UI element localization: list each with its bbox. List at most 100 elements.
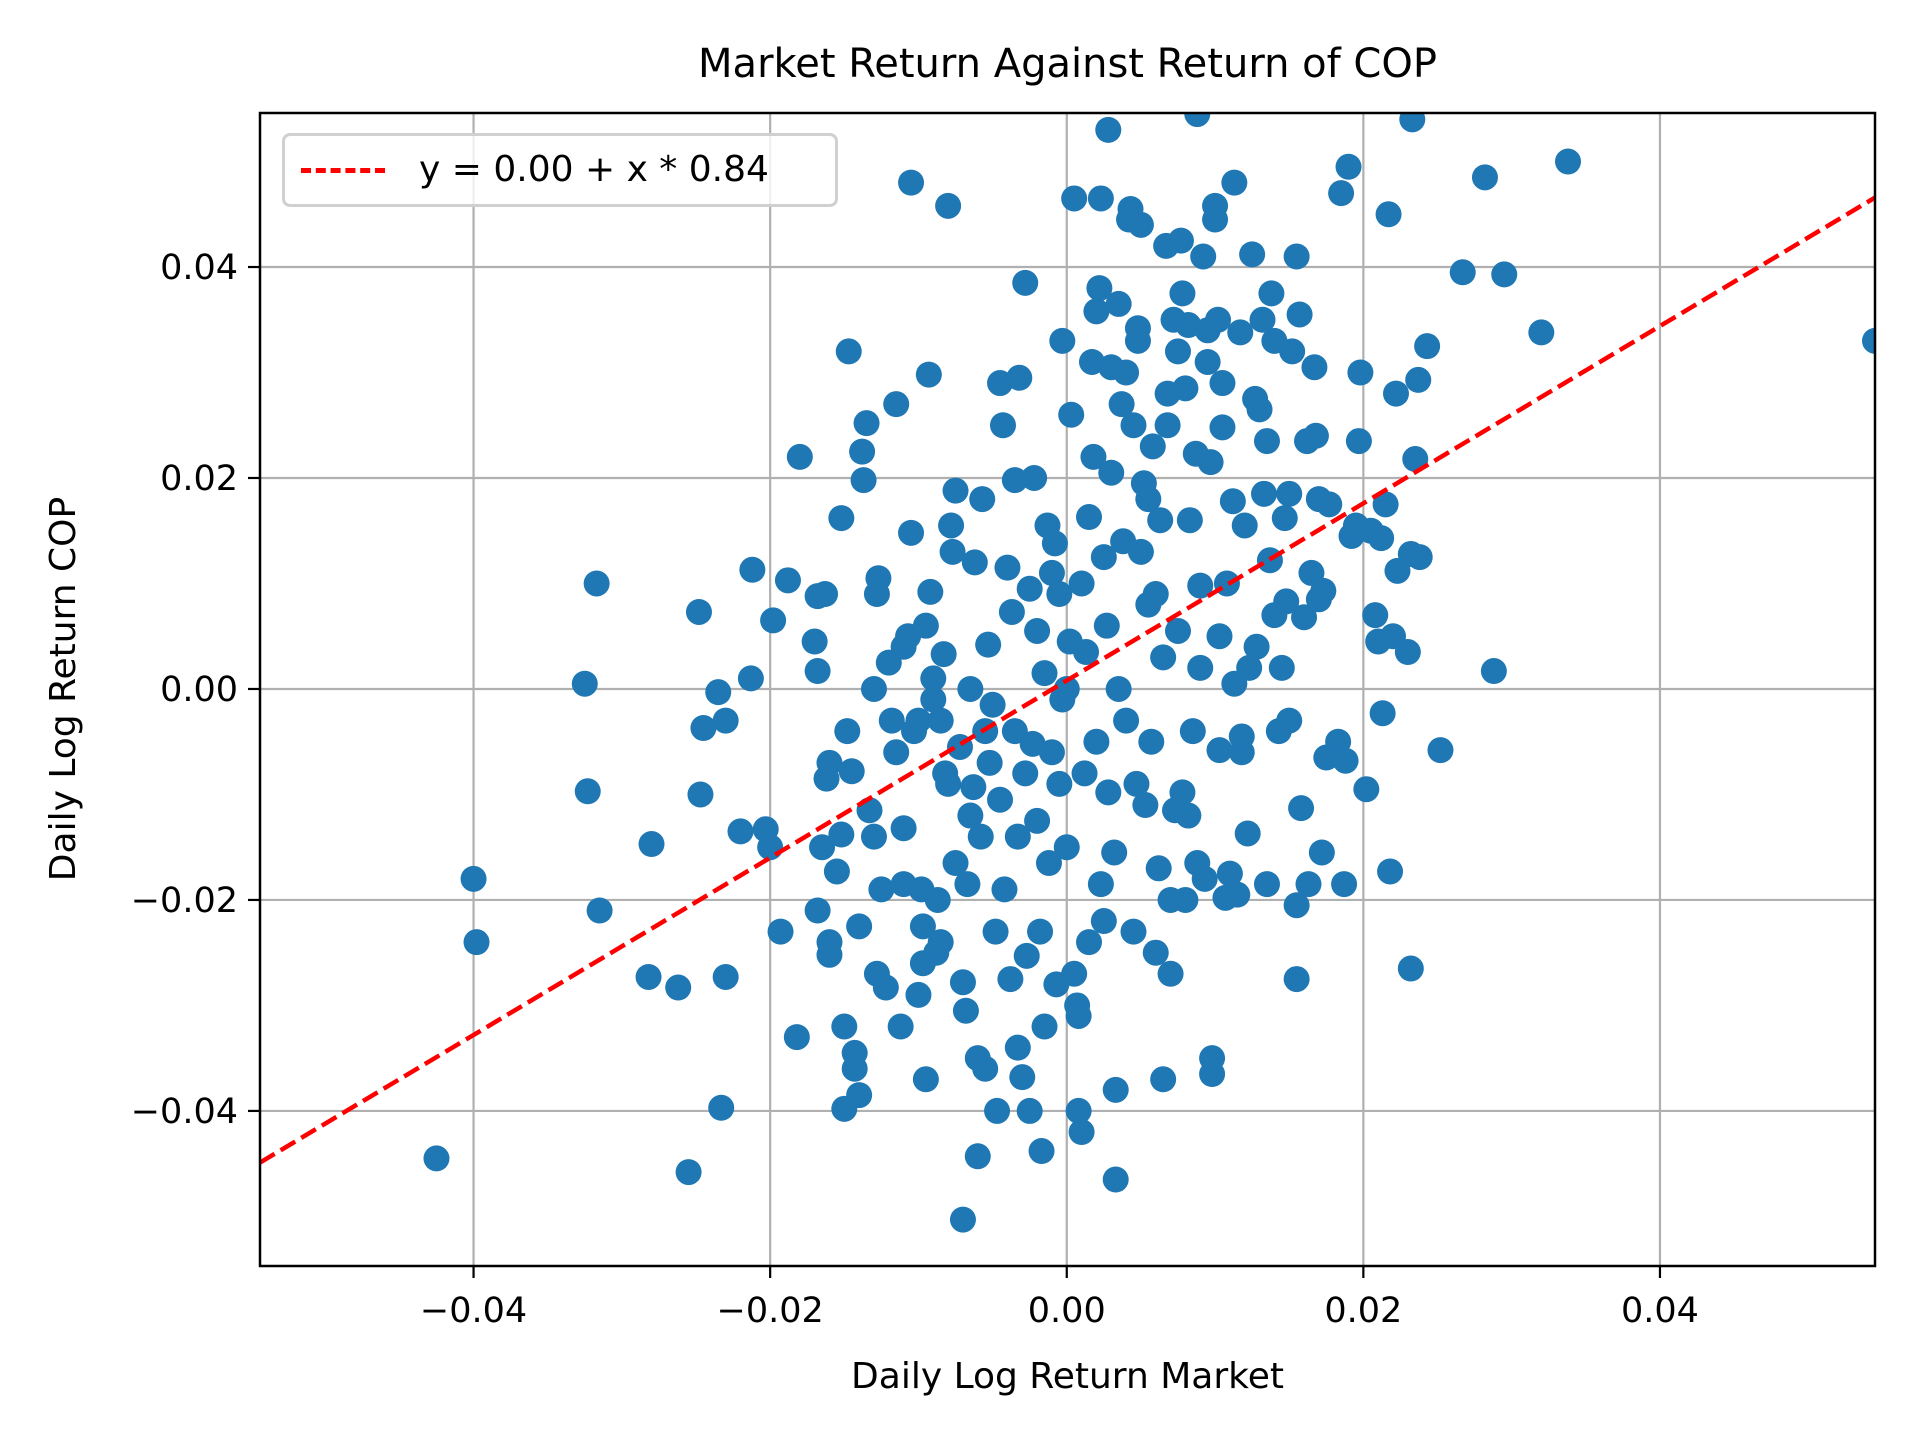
data-point (1061, 960, 1088, 987)
data-point (1038, 559, 1065, 586)
data-point (1197, 449, 1224, 476)
data-point (1028, 1138, 1055, 1165)
data-point (1187, 572, 1214, 599)
data-point (1224, 881, 1251, 908)
data-point (1216, 860, 1243, 887)
data-point (1138, 728, 1165, 755)
y-axis-ticks: −0.04 −0.02 0.00 0.02 0.04 (131, 248, 260, 1132)
data-point (1095, 116, 1122, 143)
data-point (1035, 850, 1062, 877)
data-point (1227, 319, 1254, 346)
data-point (712, 707, 739, 734)
data-point (1239, 241, 1266, 268)
data-point (1046, 581, 1073, 608)
data-point (804, 897, 831, 924)
data-point (1190, 243, 1217, 270)
data-point (812, 581, 839, 608)
data-point (949, 1206, 976, 1233)
y-tick-label: 0.04 (160, 248, 238, 288)
data-point (1012, 760, 1039, 787)
data-point (1176, 507, 1203, 534)
data-point (915, 361, 942, 388)
data-point (1191, 865, 1218, 892)
data-point (1427, 737, 1454, 764)
data-point (1862, 327, 1875, 354)
data-point (1090, 544, 1117, 571)
data-point (1271, 505, 1298, 532)
data-point (1102, 1076, 1129, 1103)
data-point (1308, 839, 1335, 866)
data-point (927, 929, 954, 956)
data-point (801, 628, 828, 655)
data-point (1316, 491, 1343, 518)
data-point (1024, 807, 1051, 834)
data-point (1009, 1064, 1036, 1091)
data-point (1179, 718, 1206, 745)
data-point (1135, 486, 1162, 513)
data-point (984, 1097, 1011, 1124)
data-point (1243, 633, 1270, 660)
data-point (1253, 871, 1280, 898)
y-tick-label: 0.02 (160, 459, 238, 499)
data-point (1108, 391, 1135, 418)
data-point (1031, 1013, 1058, 1040)
x-axis-ticks: −0.04 −0.02 0.00 0.02 0.04 (420, 1266, 1699, 1331)
data-point (1405, 366, 1432, 393)
data-point (1283, 966, 1310, 993)
data-point (967, 823, 994, 850)
data-point (853, 410, 880, 437)
data-point (1164, 338, 1191, 365)
data-point (690, 715, 717, 742)
data-point (1021, 464, 1048, 491)
data-point (1142, 581, 1169, 608)
y-axis-label: Daily Log Return COP (43, 496, 84, 882)
x-tick-label: −0.04 (420, 1291, 527, 1331)
data-point (574, 778, 601, 805)
x-axis-label: Daily Log Return Market (851, 1356, 1284, 1397)
data-point (868, 876, 895, 903)
data-point (1291, 604, 1318, 631)
data-point (1086, 275, 1113, 302)
data-point (987, 786, 1014, 813)
data-point (665, 974, 692, 1001)
data-point (1142, 939, 1169, 966)
data-point (1102, 1166, 1129, 1193)
data-point (705, 679, 732, 706)
data-point (1041, 530, 1068, 557)
data-point (1273, 588, 1300, 615)
data-point (1068, 1119, 1095, 1146)
data-point (1175, 802, 1202, 829)
data-point (1172, 375, 1199, 402)
data-point (954, 871, 981, 898)
data-point (975, 631, 1002, 658)
data-point (1076, 929, 1103, 956)
data-point (708, 1094, 735, 1121)
data-point (841, 1055, 868, 1082)
data-point (917, 578, 944, 605)
data-point (1001, 467, 1028, 494)
data-point (1286, 301, 1313, 328)
data-point (952, 997, 979, 1024)
data-point (1150, 1066, 1177, 1093)
data-point (1471, 164, 1498, 191)
data-point (1024, 617, 1051, 644)
data-point (1065, 1002, 1092, 1029)
data-point (935, 192, 962, 219)
data-point (1276, 707, 1303, 734)
y-tick-label: −0.02 (131, 881, 238, 921)
data-point (1335, 153, 1362, 180)
legend-label: y = 0.00 + x * 0.84 (419, 149, 769, 190)
data-point (872, 974, 899, 1001)
data-point (739, 556, 766, 583)
data-point (835, 338, 862, 365)
data-point (850, 467, 877, 494)
x-tick-label: 0.04 (1621, 1291, 1699, 1331)
data-point (1228, 723, 1255, 750)
data-point (816, 749, 843, 776)
data-point (1012, 269, 1039, 296)
data-point (997, 966, 1024, 993)
data-point (1397, 955, 1424, 982)
regression-line (260, 195, 1875, 1165)
